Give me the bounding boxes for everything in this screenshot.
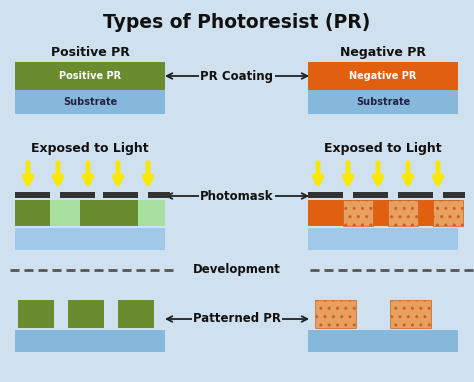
Bar <box>103 192 138 198</box>
Bar <box>118 300 154 328</box>
Bar <box>148 192 170 198</box>
Text: Photomask: Photomask <box>200 189 274 202</box>
Bar <box>308 228 458 250</box>
Bar <box>138 200 165 226</box>
Bar <box>308 62 458 90</box>
Bar <box>308 90 458 114</box>
Text: Positive PR: Positive PR <box>51 45 129 58</box>
Bar <box>68 300 104 328</box>
Bar <box>60 192 95 198</box>
Bar <box>15 192 50 198</box>
Bar <box>390 300 431 328</box>
Text: Negative PR: Negative PR <box>349 71 417 81</box>
Bar <box>315 300 356 328</box>
Text: Patterned PR: Patterned PR <box>193 312 281 325</box>
Bar <box>15 90 165 114</box>
Text: Substrate: Substrate <box>63 97 117 107</box>
Bar <box>353 192 388 198</box>
Bar <box>308 330 458 352</box>
Bar <box>50 200 80 226</box>
Bar <box>388 200 418 226</box>
Text: Exposed to Light: Exposed to Light <box>324 141 442 154</box>
Text: PR Coating: PR Coating <box>201 70 273 83</box>
Bar <box>443 192 465 198</box>
Bar <box>308 200 458 226</box>
Bar <box>308 192 343 198</box>
Bar <box>15 62 165 90</box>
Text: Negative PR: Negative PR <box>340 45 426 58</box>
Bar <box>15 330 165 352</box>
Bar <box>398 192 433 198</box>
Text: Substrate: Substrate <box>356 97 410 107</box>
Bar <box>18 300 54 328</box>
Bar <box>15 228 165 250</box>
Text: Types of Photoresist (PR): Types of Photoresist (PR) <box>103 13 371 31</box>
Bar <box>15 200 165 226</box>
Text: Development: Development <box>193 264 281 277</box>
Bar <box>433 200 463 226</box>
Text: Positive PR: Positive PR <box>59 71 121 81</box>
Bar <box>343 200 373 226</box>
Text: Exposed to Light: Exposed to Light <box>31 141 149 154</box>
